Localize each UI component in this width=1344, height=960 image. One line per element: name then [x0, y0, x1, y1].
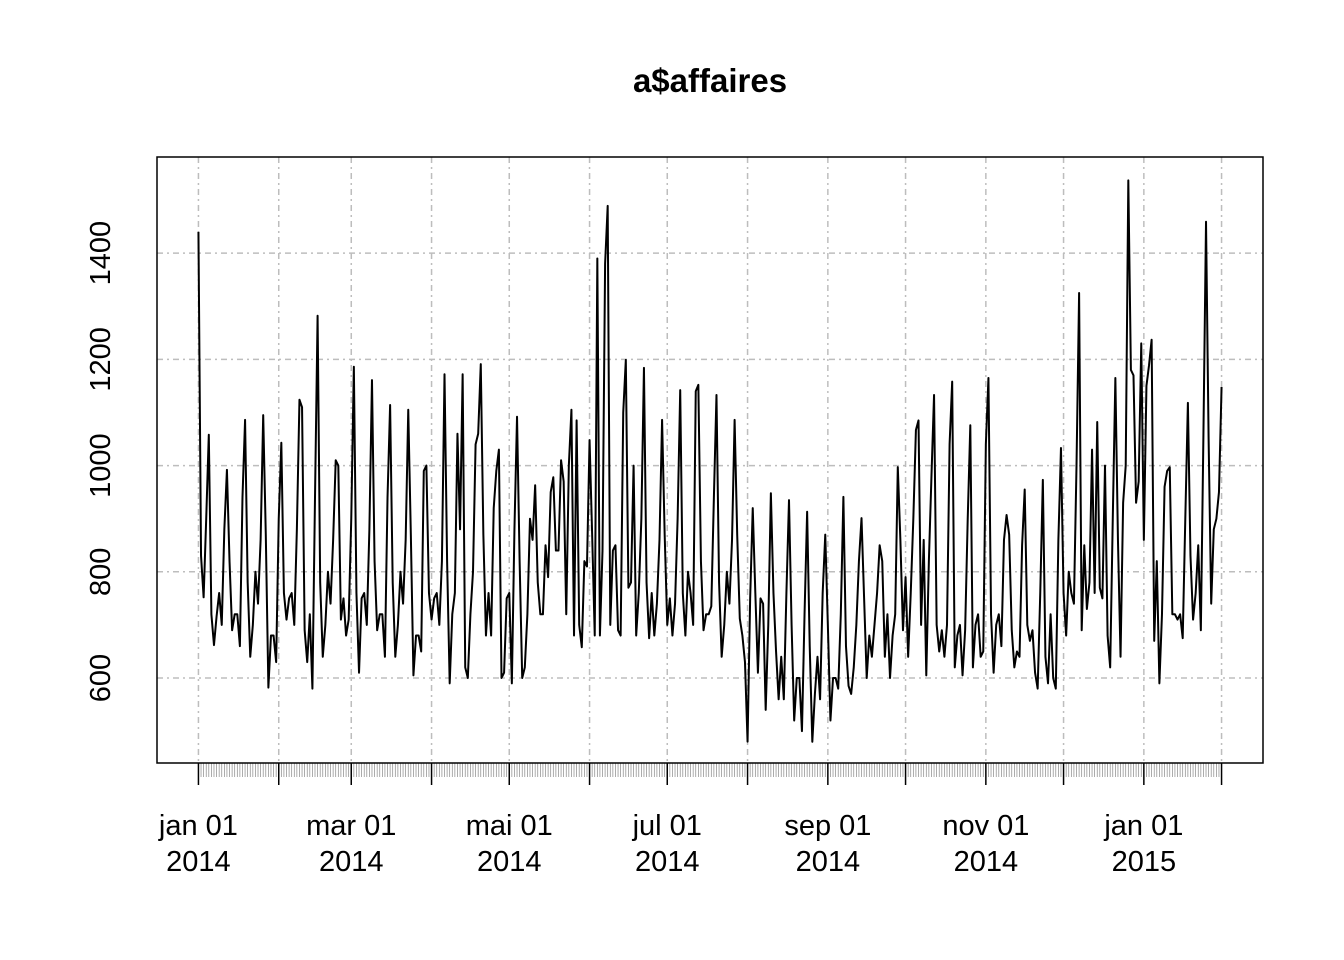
x-tick-label-line: mai 01	[466, 810, 553, 842]
x-tick-label-line: nov 01	[942, 810, 1029, 842]
x-tick-label-line: 2014	[635, 846, 700, 878]
x-tick-label-line: 2014	[319, 846, 384, 878]
x-tick-label: sep 01 2014	[784, 810, 871, 878]
y-tick-label: 1000	[85, 433, 117, 498]
x-tick-label-line: jan 01	[158, 810, 238, 842]
x-tick-label: jan 01 2014	[158, 810, 238, 878]
x-tick-label-line: 2014	[954, 846, 1019, 878]
x-tick-label-line: jan 01	[1103, 810, 1183, 842]
x-tick-label-line: 2014	[796, 846, 861, 878]
y-tick-label: 1200	[85, 327, 117, 392]
x-tick-label: jul 01 2014	[632, 810, 702, 878]
x-tick-label: jan 01 2015	[1103, 810, 1183, 878]
x-tick-label-line: mar 01	[306, 810, 396, 842]
x-tick-label-line: 2014	[166, 846, 231, 878]
series-line	[197, 179, 1223, 743]
x-tick-label: mar 01 2014	[306, 810, 396, 878]
x-tick-label: nov 01 2014	[942, 810, 1029, 878]
chart-title: a$affaires	[633, 62, 787, 99]
x-tick-label-line: sep 01	[784, 810, 871, 842]
x-tick-label-line: 2015	[1112, 846, 1177, 878]
x-tick-label-line: 2014	[477, 846, 542, 878]
plot-frame	[156, 156, 1264, 764]
y-tick-label: 800	[85, 548, 117, 596]
y-tick-label: 1400	[85, 221, 117, 286]
x-tick-label: mai 01 2014	[466, 810, 553, 878]
x-tick-label-line: jul 01	[632, 810, 702, 842]
y-tick-label: 600	[85, 654, 117, 702]
